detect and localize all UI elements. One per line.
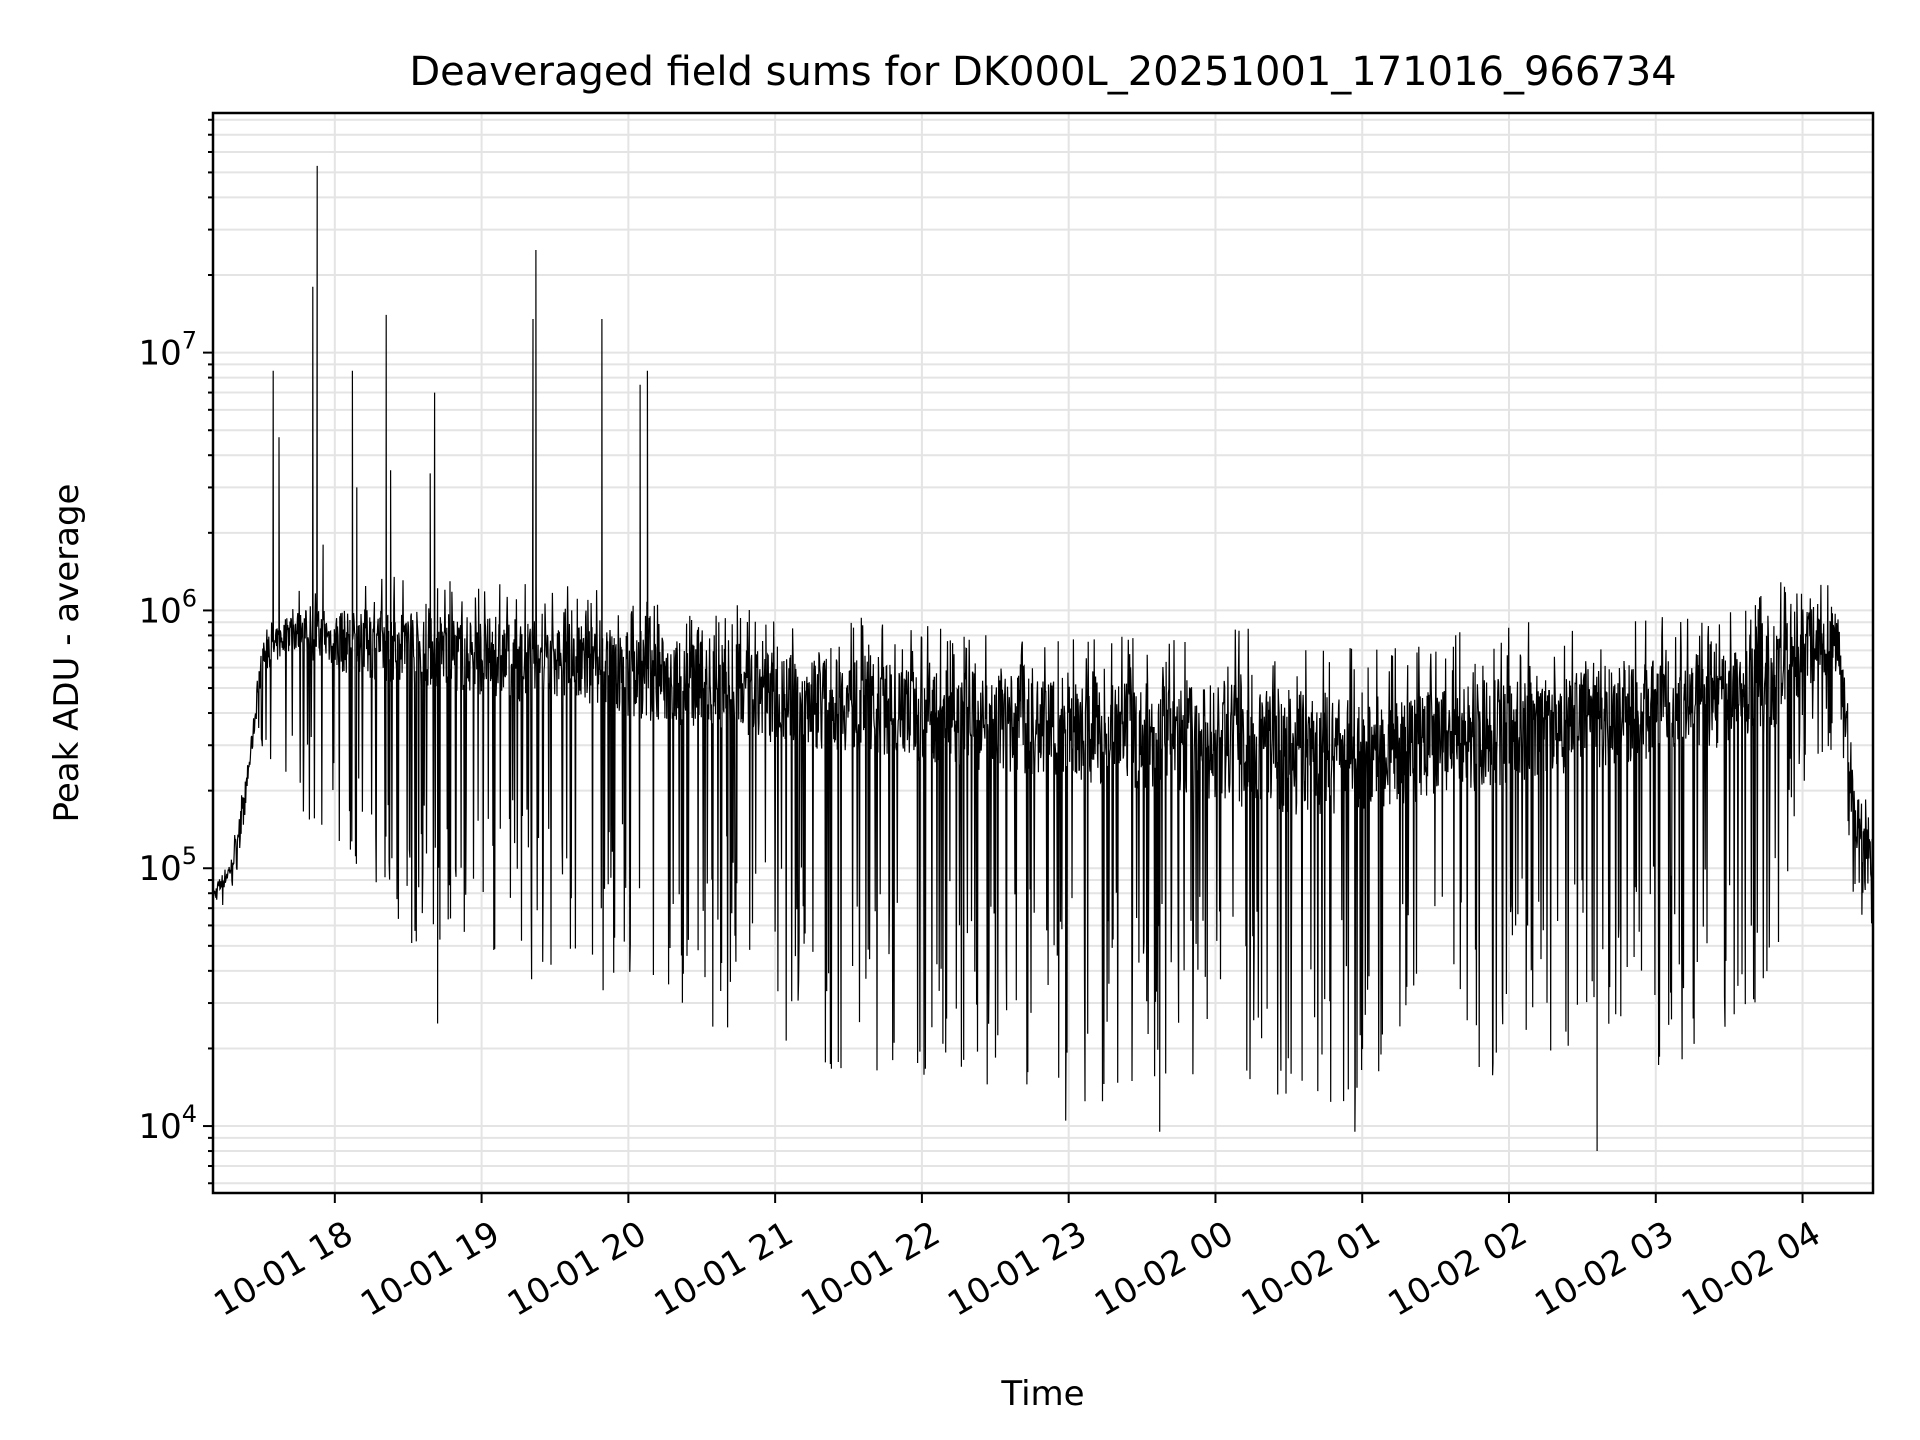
y-tick-label: 105 (138, 842, 197, 889)
y-tick-base: 10 (138, 1107, 181, 1147)
y-tick-exponent: 6 (182, 584, 197, 612)
y-tick-label: 107 (138, 327, 197, 374)
y-axis-label: Peak ADU - average (47, 484, 87, 823)
plot-area (213, 165, 1873, 1152)
y-tick-exponent: 7 (182, 327, 197, 355)
plot-frame (211, 111, 1875, 1195)
y-tick-label: 104 (138, 1100, 197, 1147)
y-tick-base: 10 (138, 591, 181, 631)
y-tick-base: 10 (138, 334, 181, 374)
chart-title: Deaveraged field sums for DK000L_2025100… (409, 49, 1676, 95)
series-line-peak-adu (213, 165, 1873, 1152)
y-tick-exponent: 4 (182, 1100, 197, 1128)
x-axis-label: Time (1000, 1374, 1084, 1414)
y-tick-base: 10 (138, 849, 181, 889)
y-tick-exponent: 5 (182, 842, 197, 870)
y-tick-label: 106 (138, 584, 197, 631)
grid (213, 113, 1873, 1193)
